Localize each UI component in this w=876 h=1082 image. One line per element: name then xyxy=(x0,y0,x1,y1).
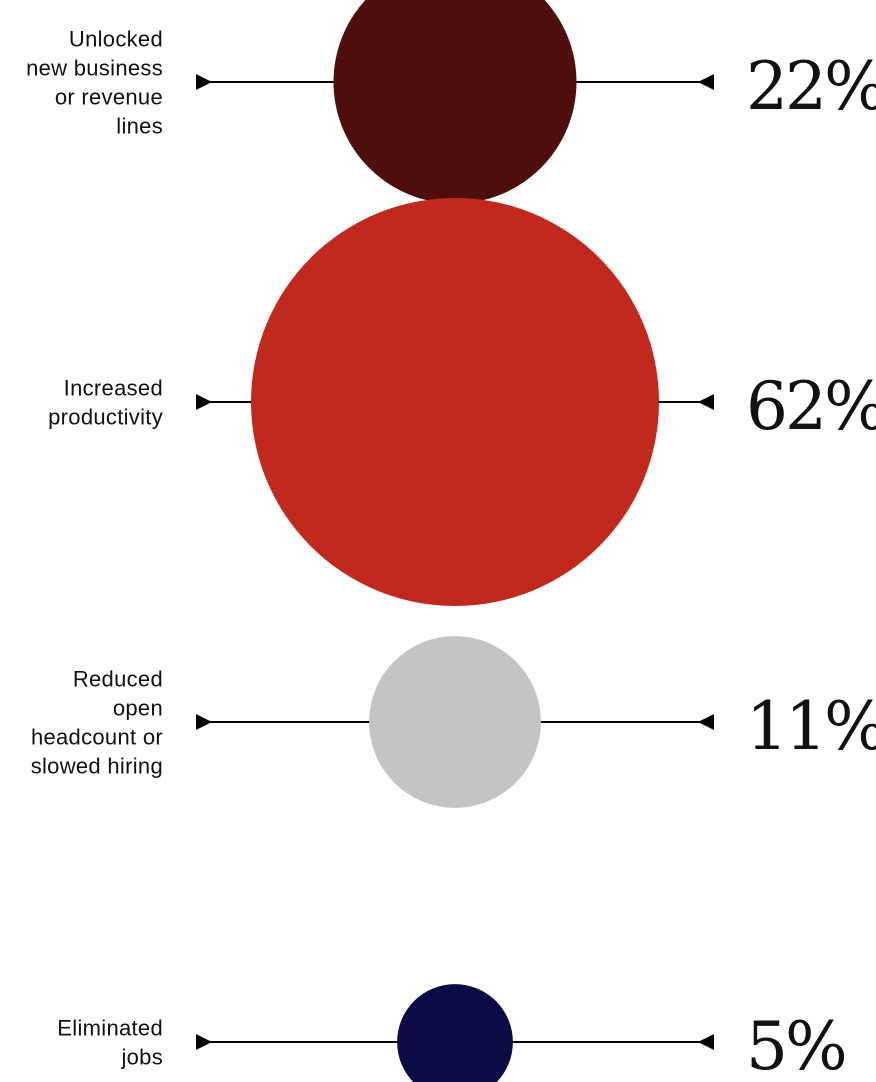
category-label-line: jobs xyxy=(120,1045,163,1070)
category-label-line: headcount or xyxy=(31,725,163,750)
category-label-line: open xyxy=(113,696,163,721)
bubble xyxy=(369,636,541,808)
left-arrow-marker xyxy=(196,394,212,410)
left-arrow-marker xyxy=(196,1034,212,1050)
category-label: Increased productivity xyxy=(48,376,163,430)
category-label-line: lines xyxy=(116,114,163,139)
category-label: Reduced open headcount or slowed hiring xyxy=(31,667,163,779)
bubble xyxy=(333,0,577,204)
left-arrow-marker xyxy=(196,714,212,730)
bubble xyxy=(397,984,513,1082)
right-arrow-marker xyxy=(698,714,714,730)
left-arrow-marker xyxy=(196,74,212,90)
row-0: Unlocked new business or revenue lines 22% xyxy=(26,0,876,204)
value-label: 62% xyxy=(746,368,876,445)
category-label-line: Increased xyxy=(64,376,163,401)
category-label-line: or revenue xyxy=(55,85,163,110)
category-label-line: new business xyxy=(26,56,163,81)
category-label-line: slowed hiring xyxy=(31,754,163,779)
row-2: Reduced open headcount or slowed hiring 11% xyxy=(31,636,876,808)
category-label-line: Unlocked xyxy=(69,27,163,52)
category-label: Eliminated jobs xyxy=(57,1016,163,1070)
value-label: 22% xyxy=(746,48,876,125)
value-label: 11% xyxy=(746,688,876,765)
category-label-line: productivity xyxy=(48,405,163,430)
row-1: Increased productivity 62% xyxy=(48,198,876,606)
right-arrow-marker xyxy=(698,1034,714,1050)
bubble xyxy=(251,198,659,606)
right-arrow-marker xyxy=(698,394,714,410)
row-3: Eliminated jobs 5% xyxy=(57,984,848,1082)
category-label-line: Reduced xyxy=(73,667,163,692)
right-arrow-marker xyxy=(698,74,714,90)
category-label-line: Eliminated xyxy=(57,1016,163,1041)
value-label: 5% xyxy=(746,1008,845,1082)
category-label: Unlocked new business or revenue lines xyxy=(26,27,163,139)
